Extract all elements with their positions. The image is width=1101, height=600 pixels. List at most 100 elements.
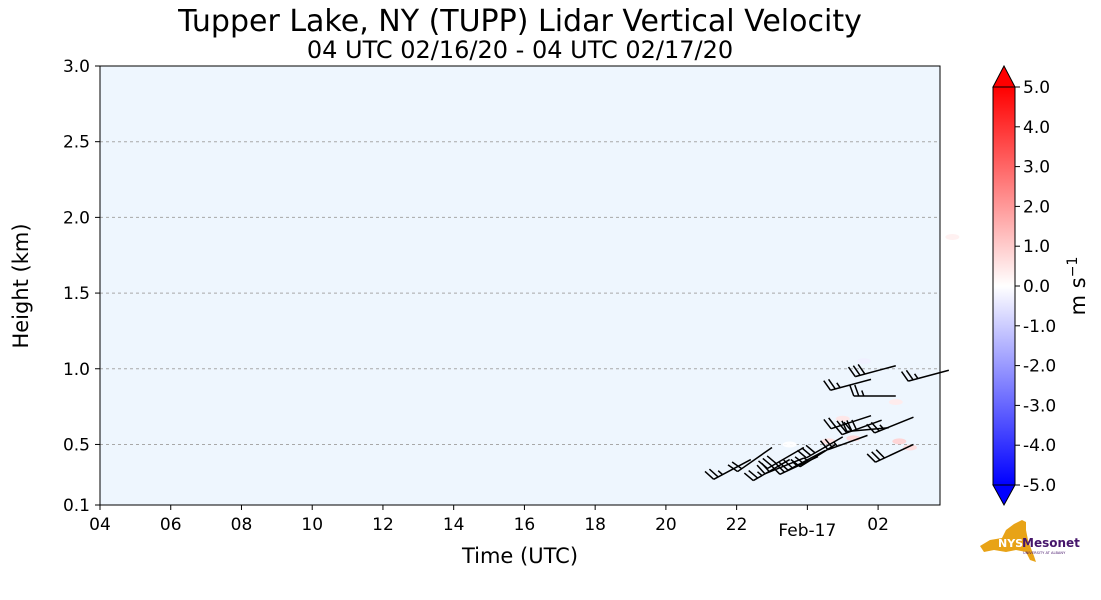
wind-barb-feather bbox=[731, 461, 743, 470]
wind-barb-feather bbox=[762, 457, 773, 467]
plot-area bbox=[100, 66, 940, 505]
y-tick-label: 0.1 bbox=[63, 496, 90, 516]
colorbar-tick-label: 3.0 bbox=[1023, 158, 1050, 178]
wind-barb-shaft bbox=[805, 436, 844, 459]
plot-frame bbox=[99, 65, 941, 506]
wind-barb-feather bbox=[783, 459, 793, 469]
colorbar-tick-label: 4.0 bbox=[1023, 118, 1050, 138]
wind-barb-feather bbox=[775, 463, 785, 473]
wind-barb-shaft bbox=[827, 434, 868, 451]
wind-barb-shaft bbox=[841, 419, 882, 436]
wind-barb-feather bbox=[827, 378, 836, 390]
wind-barb-shaft bbox=[799, 443, 837, 468]
wind-barb-feather bbox=[823, 380, 832, 391]
wind-barb bbox=[849, 384, 896, 397]
wind-barb-feather bbox=[841, 420, 848, 432]
x-tick-label: 10 bbox=[301, 515, 323, 535]
velocity-patch bbox=[856, 358, 871, 365]
wind-barb-feather bbox=[778, 461, 789, 471]
x-tick-label: 02 bbox=[867, 515, 889, 535]
x-tick-label: 06 bbox=[160, 515, 182, 535]
wind-barb-feather bbox=[849, 384, 855, 397]
wind-barb-feather bbox=[743, 472, 754, 482]
wind-barb-feather bbox=[834, 425, 843, 436]
wind-barb bbox=[841, 419, 889, 433]
wind-barb-half-feather bbox=[757, 471, 763, 477]
wind-barbs bbox=[704, 363, 950, 482]
x-tick-label: 16 bbox=[514, 515, 536, 535]
wind-barb bbox=[743, 458, 791, 482]
x-tick-label: 04 bbox=[89, 515, 111, 535]
wind-barb-feather bbox=[801, 447, 812, 456]
y-tick-label: 1.0 bbox=[63, 360, 90, 380]
colorbar-tick-label: 5.0 bbox=[1023, 78, 1050, 98]
colorbar-extend-bottom bbox=[992, 484, 1016, 507]
wind-barb-feather bbox=[871, 451, 881, 461]
wind-barb bbox=[727, 446, 773, 473]
x-tick-label: 12 bbox=[372, 515, 394, 535]
wind-barb-shaft bbox=[713, 458, 752, 480]
ny-state-shape-icon bbox=[980, 520, 1036, 562]
wind-barb-half-feather bbox=[879, 424, 885, 430]
wind-barb-feather bbox=[870, 421, 880, 432]
velocity-patch bbox=[945, 234, 960, 241]
y-tick-label: 2.0 bbox=[63, 208, 90, 228]
colorbar-tick-label: 1.0 bbox=[1023, 237, 1050, 257]
wind-barb-shaft bbox=[875, 443, 914, 463]
y-axis-label: Height (km) bbox=[9, 223, 33, 348]
wind-barb-feather bbox=[708, 468, 719, 478]
y-tick-label: 1.5 bbox=[63, 284, 90, 304]
colorbar-tick-label: 0.0 bbox=[1023, 277, 1050, 297]
wind-barb bbox=[900, 369, 950, 382]
wind-barb-feather bbox=[843, 421, 853, 432]
colorbar-gradient bbox=[992, 86, 1016, 486]
wind-barb-feather bbox=[851, 419, 858, 431]
wind-barb-feather bbox=[771, 465, 781, 475]
wind-barb-feather bbox=[866, 423, 876, 434]
wind-barb-feather bbox=[766, 455, 777, 465]
colorbar-tick-label: -5.0 bbox=[1023, 476, 1056, 496]
wind-barb bbox=[790, 443, 837, 468]
wind-barb bbox=[756, 457, 805, 475]
colorbar-tick-label: -3.0 bbox=[1023, 396, 1056, 416]
wind-barb-feather bbox=[905, 369, 914, 381]
colorbar-tick-label: -4.0 bbox=[1023, 436, 1056, 456]
velocity-patch bbox=[782, 441, 797, 448]
x-tick-label: 18 bbox=[584, 515, 606, 535]
wind-barb-feather bbox=[805, 444, 816, 454]
wind-barb-shaft bbox=[737, 446, 773, 473]
wind-barb-feather bbox=[756, 464, 766, 475]
wind-barb-feather bbox=[819, 440, 829, 451]
colorbar-ticks: 5.0 4.0 3.0 2.0 1.0 0.0 -1.0 -2.0 -3.0 -4.0 -5.0 bbox=[1015, 78, 1056, 496]
colorbar-tick-label: -1.0 bbox=[1023, 317, 1056, 337]
velocity-patch bbox=[888, 399, 903, 406]
wind-barb bbox=[847, 363, 896, 378]
wind-barb-feather bbox=[900, 371, 909, 382]
wind-barb bbox=[834, 419, 882, 436]
wind-barb bbox=[866, 443, 914, 463]
wind-barb-feather bbox=[857, 363, 866, 375]
wind-barb-feather bbox=[704, 470, 715, 480]
velocity-patch bbox=[892, 438, 907, 445]
wind-barb-half-feather bbox=[861, 390, 865, 397]
grid-lines bbox=[100, 141, 940, 445]
wind-barb-feather bbox=[790, 458, 801, 468]
wind-barb-shaft bbox=[830, 378, 872, 391]
colorbar-label: m s−1 bbox=[1065, 257, 1090, 316]
wind-barb bbox=[704, 458, 752, 480]
wind-barb-feather bbox=[866, 453, 876, 463]
wind-barb-feather bbox=[852, 365, 861, 376]
velocity-patch bbox=[902, 444, 917, 451]
wind-barb-shaft bbox=[908, 369, 950, 382]
wind-barb-shaft bbox=[846, 427, 889, 433]
x-date-label: Feb-17 bbox=[778, 521, 836, 541]
x-tick-label: 14 bbox=[443, 515, 465, 535]
wind-barb-half-feather bbox=[717, 470, 724, 476]
y-tick-label: 2.5 bbox=[63, 133, 90, 153]
wind-barb bbox=[819, 434, 868, 451]
wind-barb-feather bbox=[838, 423, 848, 434]
y-tick-label: 3.0 bbox=[63, 57, 90, 77]
x-axis-ticks: 04 06 08 10 12 14 16 18 20 22 02 Feb-17 bbox=[89, 505, 889, 541]
